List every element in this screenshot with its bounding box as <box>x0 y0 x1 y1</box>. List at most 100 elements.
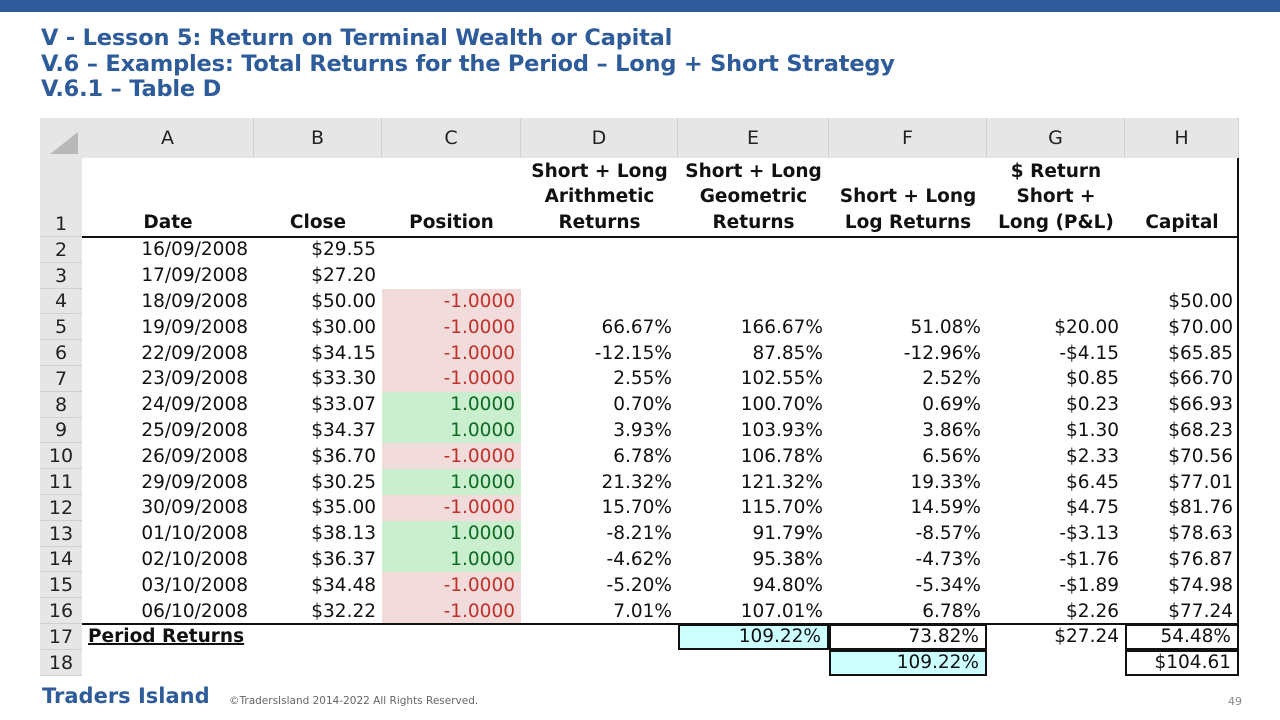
title-line-3: V.6.1 – Table D <box>41 76 222 102</box>
row-header-13[interactable]: 13 <box>40 520 82 547</box>
cell-g14: -$1.76 <box>1059 548 1119 570</box>
select-all-corner[interactable] <box>40 118 82 158</box>
cell-h15: $74.98 <box>1168 574 1233 596</box>
cell-c4: -1.0000 <box>382 288 521 315</box>
final-capital: $104.61 <box>1125 649 1239 676</box>
row-header-11[interactable]: 11 <box>40 469 82 495</box>
cell-h13: $78.63 <box>1168 523 1233 545</box>
row-header-17[interactable]: 17 <box>40 624 82 650</box>
cell-b10: $36.70 <box>311 445 376 467</box>
log-return-exponentiated: 109.22% <box>829 649 987 676</box>
cell-a11: 29/09/2008 <box>141 471 248 493</box>
cell-e9: 103.93% <box>740 419 823 441</box>
header-cell-b: Close <box>289 211 347 233</box>
column-header-f[interactable]: F <box>829 118 987 158</box>
row-header-14[interactable]: 14 <box>40 546 82 573</box>
row-header-9[interactable]: 9 <box>40 417 82 444</box>
cell-g2 <box>987 237 1125 263</box>
cell-h5: $70.00 <box>1168 316 1233 338</box>
column-header-b[interactable]: B <box>254 118 382 158</box>
header-cell-a: Date <box>143 211 193 233</box>
row-header-2[interactable]: 2 <box>40 237 82 263</box>
cell-d3 <box>521 263 678 289</box>
row-header-16[interactable]: 16 <box>40 598 82 624</box>
cell-f9: 3.86% <box>922 419 981 441</box>
cell-f14: -4.73% <box>915 548 981 570</box>
column-header-a[interactable]: A <box>82 118 254 158</box>
column-header-d[interactable]: D <box>521 118 678 158</box>
cell-d5: 66.67% <box>601 316 672 338</box>
cell-d13: -8.21% <box>606 523 672 545</box>
row-header-15[interactable]: 15 <box>40 572 82 599</box>
header-cell-g: $ Return Short + Long (P&L) <box>998 160 1114 233</box>
cell-b2: $29.55 <box>311 239 376 261</box>
cell-a3: 17/09/2008 <box>141 265 248 287</box>
cell-a14: 02/10/2008 <box>141 548 248 570</box>
cell-c7: -1.0000 <box>382 366 521 392</box>
slide-title: V - Lesson 5: Return on Terminal Wealth … <box>41 25 895 103</box>
period-returns-label: Period Returns <box>88 626 245 648</box>
cell-h12: $81.76 <box>1168 497 1233 519</box>
cell-g9: $1.30 <box>1066 419 1119 441</box>
column-header-g[interactable]: G <box>987 118 1125 158</box>
row-header-4[interactable]: 4 <box>40 288 82 315</box>
cell-a15: 03/10/2008 <box>141 574 248 596</box>
row-header-7[interactable]: 7 <box>40 366 82 392</box>
cell-b11: $30.25 <box>311 471 376 493</box>
cell-f16: 6.78% <box>922 600 981 622</box>
cell-c9: 1.0000 <box>382 417 521 444</box>
cell-h7: $66.70 <box>1168 368 1233 390</box>
cell-f11: 19.33% <box>910 471 981 493</box>
cell-b6: $34.15 <box>311 342 376 364</box>
row-header-10[interactable]: 10 <box>40 443 82 470</box>
cell-c13: 1.0000 <box>382 520 521 547</box>
cell-a16: 06/10/2008 <box>141 600 248 622</box>
cell-g11: $6.45 <box>1066 471 1119 493</box>
cell-f7: 2.52% <box>922 368 981 390</box>
cell-g4 <box>987 289 1125 315</box>
cell-h4: $50.00 <box>1168 290 1233 312</box>
column-header-h[interactable]: H <box>1125 118 1239 158</box>
row-header-6[interactable]: 6 <box>40 340 82 366</box>
cell-g8: $0.23 <box>1066 394 1119 416</box>
cell-b4: $50.00 <box>311 290 376 312</box>
cell-e11: 121.32% <box>740 471 823 493</box>
cell-d11: 21.32% <box>601 471 672 493</box>
cell-g5: $20.00 <box>1054 316 1119 338</box>
cell-c15: -1.0000 <box>382 572 521 599</box>
cell-g6: -$4.15 <box>1059 342 1119 364</box>
column-header-c[interactable]: C <box>382 118 521 158</box>
cell-a12: 30/09/2008 <box>141 497 248 519</box>
row-header-8[interactable]: 8 <box>40 391 82 418</box>
period-top-border <box>82 623 1239 625</box>
cell-a9: 25/09/2008 <box>141 419 248 441</box>
row-header-3[interactable]: 3 <box>40 262 82 289</box>
cell-e8: 100.70% <box>740 394 823 416</box>
top-accent-bar <box>0 0 1280 12</box>
cell-h2 <box>1125 237 1239 263</box>
cell-e14: 95.38% <box>752 548 823 570</box>
column-header-e[interactable]: E <box>678 118 829 158</box>
header-cell-f: Short + Long Log Returns <box>839 186 977 233</box>
header-bottom-border <box>82 236 1239 238</box>
row-header-5[interactable]: 5 <box>40 314 82 341</box>
title-line-2: V.6 – Examples: Total Returns for the Pe… <box>41 50 895 77</box>
row-header-12[interactable]: 12 <box>40 495 82 521</box>
cell-d8: 0.70% <box>613 394 672 416</box>
row-header-1[interactable]: 1 <box>40 158 82 237</box>
cell-d12: 15.70% <box>601 497 672 519</box>
cell-b14: $36.37 <box>311 548 376 570</box>
cell-e3 <box>678 263 829 289</box>
cell-e2 <box>678 237 829 263</box>
brand-logo-text: Traders Island <box>42 684 210 708</box>
row-header-18[interactable]: 18 <box>40 649 82 676</box>
spreadsheet-table: A B C D E F G H 1 Date Close Position Short + Long Ar… <box>40 118 1239 678</box>
cell-g13: -$3.13 <box>1059 523 1119 545</box>
header-cell-e: Short + Long Geometric Returns <box>685 160 822 233</box>
cell-c11: 1.0000 <box>382 469 521 495</box>
cell-h3 <box>1125 263 1239 289</box>
cell-h6: $65.85 <box>1168 342 1233 364</box>
cell-c5: -1.0000 <box>382 314 521 341</box>
cell-c16: -1.0000 <box>382 598 521 624</box>
cell-d2 <box>521 237 678 263</box>
